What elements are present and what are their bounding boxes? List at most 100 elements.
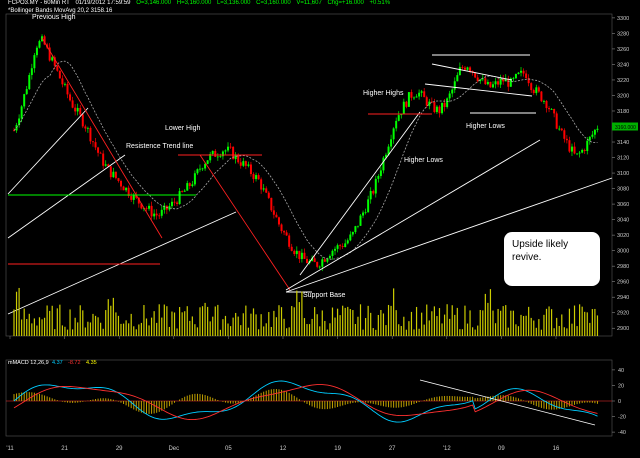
volume-bar <box>179 307 180 336</box>
volume-bar <box>113 298 114 336</box>
macd-histogram-bar <box>436 397 437 401</box>
macd-histogram-bar <box>169 401 170 406</box>
volume-bar <box>375 330 376 336</box>
macd-histogram-bar <box>452 396 453 401</box>
volume-bar <box>118 316 119 336</box>
volume-bar <box>419 329 420 336</box>
candle-body <box>561 129 563 131</box>
candle-body <box>469 67 471 71</box>
macd-histogram-bar <box>57 400 58 401</box>
triangle-lower <box>425 84 532 96</box>
macd-histogram-bar <box>597 401 598 404</box>
candle-body <box>523 71 525 74</box>
volume-bar <box>515 324 516 336</box>
candle-body <box>158 215 160 216</box>
macd-value-3: 4.35 <box>86 360 97 366</box>
volume-bar <box>24 309 25 336</box>
candle-body <box>278 217 280 224</box>
candle-body <box>594 130 596 135</box>
candle-body <box>245 161 247 166</box>
macd-axis-label: 40 <box>618 368 624 374</box>
volume-bar <box>531 318 532 336</box>
macd-histogram-bar <box>21 393 22 401</box>
macd-histogram-bar <box>538 401 539 407</box>
macd-histogram-bar <box>143 401 144 413</box>
macd-histogram-bar <box>431 398 432 401</box>
volume-bar <box>503 306 504 336</box>
candle-body <box>125 188 127 191</box>
candle-body <box>26 89 28 94</box>
candle-body <box>390 139 392 146</box>
volume-bar <box>475 330 476 336</box>
volume-bar <box>240 325 241 336</box>
candle-body <box>263 188 265 189</box>
volume-bar <box>75 318 76 336</box>
price-axis-label: 2980 <box>617 264 629 270</box>
candle-body <box>512 78 514 79</box>
volume-bar <box>238 317 239 336</box>
candle-body <box>153 214 155 217</box>
volume-bar <box>115 312 116 336</box>
volume-bar <box>273 311 274 336</box>
macd-histogram-bar <box>396 401 397 408</box>
candle-body <box>281 224 283 231</box>
volume-bar <box>110 306 111 336</box>
candle-body <box>258 175 260 179</box>
volume-bar <box>141 323 142 336</box>
volume-bar <box>559 326 560 336</box>
macd-axis-label: -20 <box>618 415 626 421</box>
macd-histogram-bar <box>373 401 374 404</box>
volume-bar <box>176 328 177 336</box>
candle-body <box>421 91 423 92</box>
volume-bar <box>551 309 552 336</box>
price-axis-label: 3100 <box>617 171 629 177</box>
macd-histogram-bar <box>253 397 254 401</box>
x-axis-label: 29 <box>116 446 123 452</box>
candle-body <box>13 130 15 131</box>
macd-histogram-bar <box>406 401 407 406</box>
candle-body <box>247 164 249 165</box>
volume-bar <box>54 329 55 336</box>
volume-bar <box>587 312 588 336</box>
volume-bar <box>283 319 284 336</box>
macd-histogram-bar <box>462 397 463 401</box>
volume-bar <box>342 306 343 336</box>
x-axis-label: '12 <box>443 446 451 452</box>
volume-bar <box>429 320 430 336</box>
volume-bar <box>329 323 330 336</box>
macd-histogram-bar <box>67 401 68 403</box>
candle-body <box>204 164 206 169</box>
macd-histogram-bar <box>197 394 198 401</box>
candle-body <box>497 81 499 84</box>
volume-bar <box>289 327 290 336</box>
x-axis-label: 09 <box>498 446 505 452</box>
macd-histogram-bar <box>271 389 272 401</box>
price-axis-label: 2940 <box>617 295 629 301</box>
macd-histogram-bar <box>128 401 129 407</box>
volume-bar <box>197 327 198 336</box>
volume-bar <box>148 325 149 336</box>
change-pct-value: +0.51% <box>370 0 391 6</box>
volume-bar <box>508 328 509 336</box>
volume-bar <box>520 315 521 336</box>
candle-body <box>410 92 412 98</box>
volume-bar <box>579 304 580 336</box>
candle-body <box>207 160 209 164</box>
candle-body <box>296 251 298 254</box>
macd-histogram-bar <box>278 389 279 401</box>
candle-body <box>413 98 415 99</box>
candle-body <box>202 168 204 169</box>
high-value: H=3,160.000 <box>177 0 212 6</box>
macd-histogram-bar <box>322 401 323 409</box>
macd-histogram-bar <box>207 396 208 401</box>
macd-histogram-bar <box>105 398 106 401</box>
volume-bar <box>222 319 223 336</box>
volume-bar <box>233 318 234 336</box>
volume-bar <box>103 329 104 336</box>
price-axis-label: 3300 <box>617 16 629 22</box>
macd-histogram-bar <box>521 399 522 401</box>
volume-bar <box>210 321 211 336</box>
candle-body <box>194 173 196 184</box>
candle-body <box>418 93 420 97</box>
macd-histogram-bar <box>80 401 81 402</box>
